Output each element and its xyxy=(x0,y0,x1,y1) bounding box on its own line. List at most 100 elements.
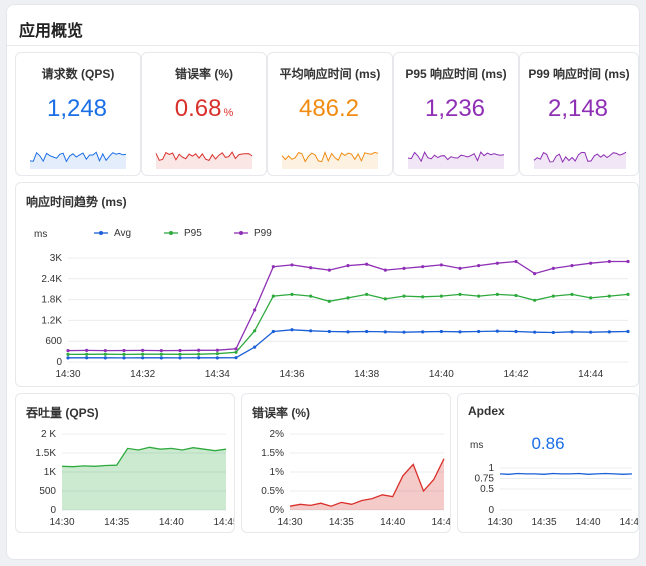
y-tick-label: 1.5K xyxy=(35,448,56,459)
data-point xyxy=(66,356,70,360)
data-point xyxy=(383,297,387,301)
data-point xyxy=(290,328,294,332)
throughput-chart: 0 500 1K 1.5K 2 K 14:30 14:35 14:40 14:45 xyxy=(35,429,234,528)
data-point xyxy=(495,292,499,296)
data-point xyxy=(626,259,630,264)
kpi-value: 1,236 xyxy=(424,95,486,122)
data-point xyxy=(327,329,331,334)
data-point xyxy=(607,330,611,334)
x-tick-label: 14:30 xyxy=(277,517,302,528)
data-point xyxy=(103,356,107,360)
legend-marker xyxy=(169,231,173,235)
x-tick-label: 14:45 xyxy=(213,517,234,528)
legend-marker xyxy=(239,231,243,235)
data-point xyxy=(197,352,201,356)
data-point xyxy=(346,264,350,268)
kpi-card-p95-latency[interactable]: P95 响应时间 (ms) 1,236 xyxy=(393,52,519,176)
y-tick-label: 2% xyxy=(270,429,285,440)
sparkline-line xyxy=(281,150,379,163)
kpi-label: P99 响应时间 (ms) xyxy=(528,67,630,81)
data-point xyxy=(253,345,257,349)
sparkline-area xyxy=(156,152,252,169)
y-tick-label: 2 K xyxy=(41,429,56,440)
legend-marker xyxy=(99,231,103,235)
data-point xyxy=(271,294,275,298)
data-point xyxy=(383,268,387,272)
data-point xyxy=(383,330,387,334)
y-tick-label: 0 xyxy=(56,357,62,368)
sparkline-line xyxy=(155,151,253,162)
series-area xyxy=(290,458,444,510)
series-line xyxy=(67,293,629,356)
sparkline-area xyxy=(282,152,378,169)
data-point xyxy=(421,330,425,334)
data-point xyxy=(197,348,201,352)
y-tick-label: 0.5 xyxy=(480,484,494,495)
kpi-value: 486.2 xyxy=(298,95,360,122)
kpi-sparkline xyxy=(281,150,379,169)
data-point xyxy=(159,356,163,360)
panel-title: 吞吐量 (QPS) xyxy=(26,406,99,420)
data-point xyxy=(402,330,406,334)
data-point xyxy=(458,266,462,270)
kpi-value: 0.68% xyxy=(174,95,234,122)
data-point xyxy=(551,330,555,335)
data-point xyxy=(122,356,126,360)
apdex-unit: ms xyxy=(470,440,484,451)
data-point xyxy=(290,292,294,296)
data-point xyxy=(514,259,518,264)
kpi-sparkline xyxy=(155,151,253,169)
legend-label: P95 xyxy=(184,228,202,239)
data-point xyxy=(589,330,593,334)
x-tick-label: 14:45 xyxy=(619,517,638,528)
data-point xyxy=(103,348,107,353)
apdex-chart: 0 0.50.751 14:30 14:35 14:40 14:45 xyxy=(475,463,638,528)
kpi-card-error-rate[interactable]: 错误率 (%) 0.68% xyxy=(141,52,267,176)
y-tick-label: 1.8K xyxy=(41,295,62,306)
data-point xyxy=(309,294,313,298)
x-tick-label: 14:34 xyxy=(205,369,230,380)
data-point xyxy=(197,356,201,360)
x-tick-label: 14:40 xyxy=(159,517,184,528)
data-point xyxy=(570,264,574,268)
kpi-card-p99-latency[interactable]: P99 响应时间 (ms) 2,148 xyxy=(519,52,639,176)
kpi-card-avg-latency[interactable]: 平均响应时间 (ms) 486.2 xyxy=(267,52,393,176)
kpi-card-qps[interactable]: 请求数 (QPS) 1,248 xyxy=(15,52,141,176)
x-tick-label: 14:35 xyxy=(104,517,129,528)
x-tick-label: 14:42 xyxy=(503,369,528,380)
data-point xyxy=(477,294,481,298)
throughput-panel: 吞吐量 (QPS) 0 500 1K 1.5K 2 K 14:30 14:35 14:40 14… xyxy=(15,393,235,533)
data-point xyxy=(365,329,369,334)
panel-title: 响应时间趋势 (ms) xyxy=(26,195,127,209)
data-point xyxy=(607,294,611,298)
data-point xyxy=(66,352,70,356)
sparkline-line xyxy=(407,151,505,163)
data-point xyxy=(589,261,593,265)
x-tick-label: 14:38 xyxy=(354,369,379,380)
kpi-value: 2,148 xyxy=(547,95,609,122)
data-point xyxy=(66,348,70,353)
header-divider xyxy=(7,45,639,46)
kpi-sparkline xyxy=(407,151,505,169)
data-point xyxy=(477,329,481,334)
data-point xyxy=(234,350,238,354)
data-point xyxy=(477,264,481,268)
apdex-panel: Apdex ms 0.86 0 0.5 0.75 1 14:30 14:35 14:40 14… xyxy=(457,393,639,533)
sparkline-area xyxy=(30,152,126,169)
data-point xyxy=(607,259,611,264)
series-line xyxy=(61,446,227,468)
data-point xyxy=(234,347,238,351)
kpi-label: P95 响应时间 (ms) xyxy=(405,67,507,81)
kpi-label: 请求数 (QPS) xyxy=(41,67,115,81)
data-point xyxy=(514,329,518,334)
data-point xyxy=(309,329,313,333)
y-tick-label: 600 xyxy=(45,336,62,347)
y-tick-label: 500 xyxy=(39,486,56,497)
sparkline-line xyxy=(533,151,627,164)
kpi-label: 平均响应时间 (ms) xyxy=(279,67,381,81)
data-point xyxy=(626,329,630,334)
x-tick-label: 14:40 xyxy=(380,517,405,528)
sparkline-line xyxy=(29,151,127,163)
data-point xyxy=(141,356,145,360)
kpi-sparkline xyxy=(29,151,127,169)
